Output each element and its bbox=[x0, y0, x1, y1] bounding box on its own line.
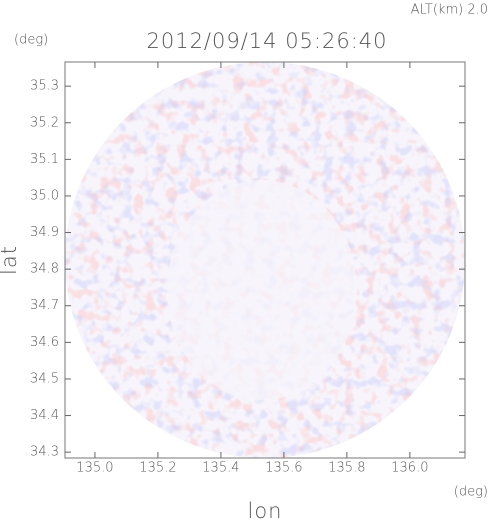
x-tick-label: 136.0 bbox=[391, 461, 428, 476]
y-tick-label: 34.9 bbox=[30, 225, 59, 240]
y-tick-label: 35.3 bbox=[30, 79, 59, 94]
y-axis-label: lat bbox=[0, 245, 21, 275]
y-tick-label: 34.8 bbox=[30, 262, 59, 277]
x-axis-label: lon bbox=[248, 499, 283, 521]
x-unit: (deg) bbox=[454, 485, 488, 500]
y-tick-label: 34.6 bbox=[30, 335, 59, 350]
y-tick-label: 35.2 bbox=[30, 115, 59, 130]
x-tick-label: 135.4 bbox=[202, 461, 239, 476]
y-tick-label: 34.4 bbox=[30, 408, 59, 423]
y-tick-label: 35.1 bbox=[30, 152, 59, 167]
y-tick-label: 35.0 bbox=[30, 188, 59, 203]
annotation: ALT(km) 2.0 bbox=[411, 3, 488, 18]
y-tick-label: 34.3 bbox=[30, 445, 59, 460]
x-tick-label: 135.6 bbox=[265, 461, 302, 476]
chart-title: 2012/09/14 05:26:40 bbox=[146, 29, 387, 53]
x-tick-label: 135.2 bbox=[139, 461, 176, 476]
x-tick-label: 135.0 bbox=[76, 461, 113, 476]
y-tick-label: 34.5 bbox=[30, 371, 59, 386]
radar-field bbox=[65, 62, 465, 458]
plot-frame bbox=[64, 61, 466, 459]
y-unit: (deg) bbox=[14, 33, 48, 48]
x-tick-label: 135.8 bbox=[328, 461, 365, 476]
y-tick-label: 34.7 bbox=[30, 298, 59, 313]
